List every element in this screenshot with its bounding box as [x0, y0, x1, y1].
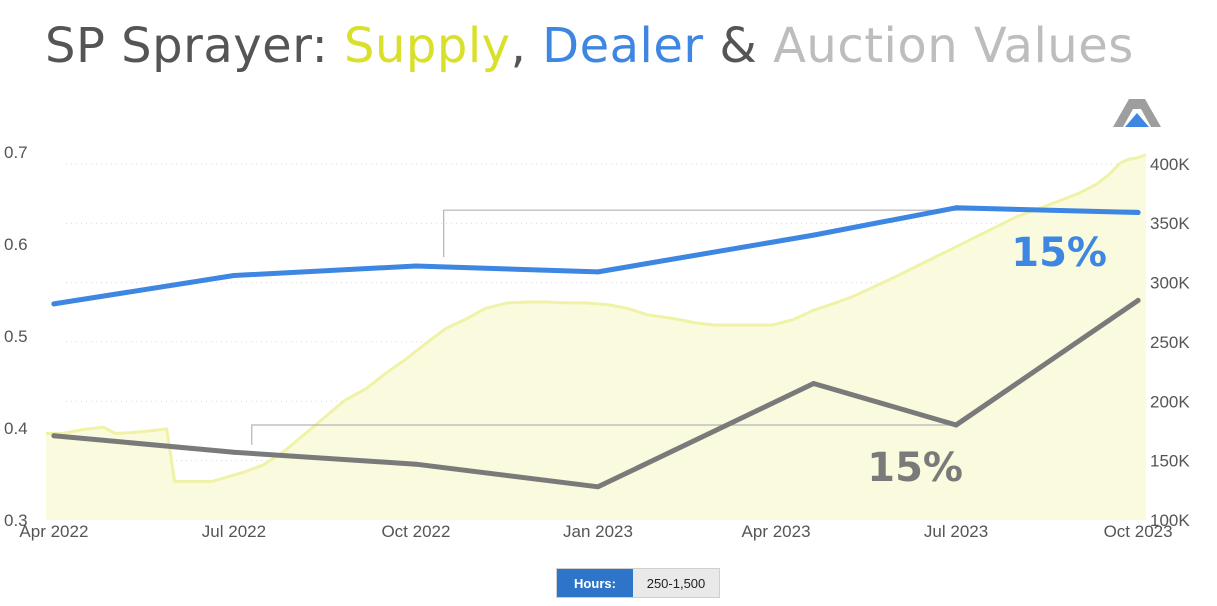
- title-dealer: Dealer: [542, 18, 704, 74]
- y-left-tick-label: 0.5: [4, 327, 28, 346]
- y-right-tick-label: 150K: [1150, 452, 1190, 471]
- dealer-change-label: 15%: [1011, 230, 1107, 276]
- x-tick-label: Apr 2023: [742, 522, 811, 541]
- dealer-change-bracket: [443, 209, 1139, 258]
- y-right-tick-label: 300K: [1150, 274, 1190, 293]
- y-right-tick-label: 100K: [1150, 511, 1190, 530]
- auction-change-label: 15%: [867, 445, 963, 491]
- title-prefix: SP Sprayer:: [45, 18, 345, 74]
- dealer-point: [51, 301, 57, 307]
- dealer-point: [595, 269, 601, 275]
- dealer-point: [231, 272, 237, 278]
- title-auction: Auction Values: [773, 18, 1134, 74]
- auction-point: [413, 461, 419, 467]
- dealer-point: [953, 205, 959, 211]
- x-tick-label: Jul 2022: [202, 522, 266, 541]
- auction-point: [953, 422, 959, 428]
- dealer-point: [811, 232, 817, 238]
- mountain-logo-icon: [1113, 97, 1161, 136]
- x-tick-label: Apr 2022: [19, 522, 88, 541]
- y-right-tick-label: 200K: [1150, 392, 1190, 411]
- hours-filter-value[interactable]: 250-1,500: [633, 569, 719, 597]
- dealer-point: [413, 263, 419, 269]
- hours-filter-label: Hours:: [557, 569, 633, 597]
- y-right-tick-label: 400K: [1150, 155, 1190, 174]
- hours-filter[interactable]: Hours: 250-1,500: [556, 568, 720, 598]
- x-tick-label: Jul 2023: [924, 522, 988, 541]
- supply-line: [46, 153, 1147, 483]
- auction-point: [51, 433, 57, 439]
- chart-title: SP Sprayer: Supply, Dealer & Auction Val…: [45, 18, 1134, 74]
- x-tick-label: Oct 2022: [381, 522, 450, 541]
- auction-point: [595, 484, 601, 490]
- auction-point: [1135, 297, 1141, 303]
- x-tick-label: Oct 2023: [1104, 522, 1173, 541]
- x-tick-label: Jan 2023: [563, 522, 633, 541]
- dealer-point: [1135, 210, 1141, 216]
- y-right-tick-label: 250K: [1150, 333, 1190, 352]
- title-separator: ,: [510, 18, 543, 74]
- y-left-tick-label: 0.3: [4, 511, 28, 530]
- supply-area: [46, 154, 1146, 521]
- auction-point: [811, 380, 817, 386]
- y-left-tick-label: 0.6: [4, 235, 28, 254]
- y-left-tick-label: 0.4: [4, 419, 28, 438]
- title-separator: &: [703, 18, 774, 74]
- y-left-tick-label: 0.7: [4, 143, 28, 162]
- title-supply: Supply: [344, 18, 511, 74]
- y-right-tick-label: 350K: [1150, 214, 1190, 233]
- auction-point: [231, 449, 237, 455]
